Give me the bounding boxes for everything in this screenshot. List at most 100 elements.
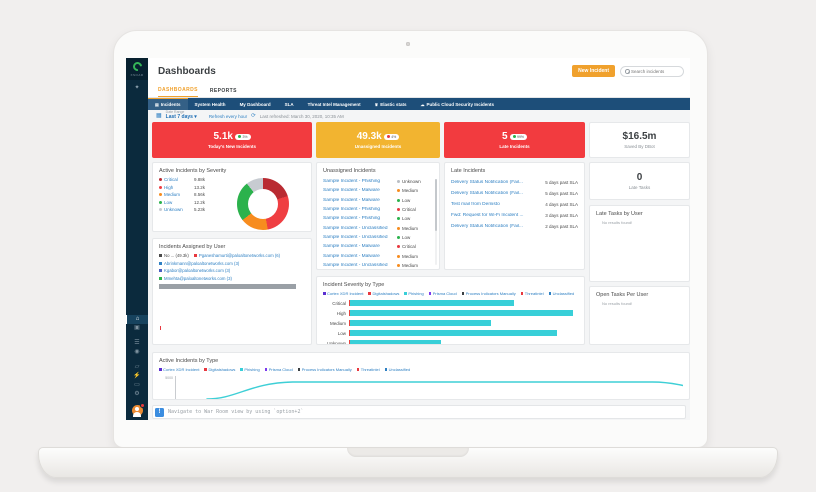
user-avatar[interactable] (131, 403, 145, 417)
type-legend: Cortex XDR Incident Digitalshadows Phish… (159, 367, 683, 372)
nav-sla[interactable]: SLA (284, 101, 294, 107)
legend-item[interactable]: Low 12.2k (159, 200, 223, 205)
hint-text: Navigate to War Room view by using `opti… (168, 409, 304, 415)
legend-item[interactable]: Cortex XDR Incident (159, 367, 199, 372)
alert-icon[interactable]: ! (155, 407, 164, 417)
incident-row[interactable]: Sample Incident - Unclassified Medium (323, 262, 419, 268)
bar-row: Unknown (323, 340, 578, 344)
incident-row[interactable]: Sample Incident - Phishing Unknown (323, 179, 421, 185)
panel-unassigned-incidents: Unassigned Incidents Sample Incident - P… (316, 162, 440, 270)
legend-item[interactable]: Cortex XDR Incident (323, 291, 363, 296)
bar-row: High (323, 310, 578, 316)
trend-badge: 3% (234, 133, 251, 140)
legend-item[interactable]: Unknown 5.23k (159, 207, 223, 212)
panel-late-incidents: Late Incidents Delivery Status Notificat… (444, 162, 585, 270)
card-late-tasks[interactable]: 0 Late Tasks (589, 162, 690, 200)
tab-reports[interactable]: REPORTS (209, 88, 237, 94)
panel-open-tasks-per-user: Open Tasks Per User No results found! (589, 286, 690, 345)
legend-item[interactable]: Kgabor@paloaltonetworks.com (3) (159, 268, 305, 273)
legend-item[interactable]: Process Indicators Manually (461, 291, 516, 296)
indicators-icon[interactable]: ◉ (134, 349, 140, 355)
xsoar-logo[interactable]: XSOAR (126, 58, 148, 80)
legend-item[interactable]: Mmehta@paloaltonetworks.com (3) (159, 276, 305, 281)
stat-card-saved-by-dbot[interactable]: $16.5m Saved By DBot (589, 122, 690, 158)
line-chart: 5000 (159, 376, 683, 399)
stat-card-new-incidents[interactable]: 5.1k 3% Today's New Incidents (152, 122, 312, 158)
incident-row[interactable]: Delivery Status Notification (Fail... 5 … (451, 180, 578, 185)
legend-item[interactable]: Unclassified (548, 291, 574, 296)
settings-icon[interactable]: ⚙ (134, 391, 140, 397)
page-title: Dashboards (158, 65, 216, 77)
top-header: Dashboards New Incident (148, 58, 690, 84)
y-axis-tick: 5000 (165, 376, 173, 380)
incident-row[interactable]: Fwd: Request for Wi-Fi Incident ... 3 da… (451, 213, 578, 218)
legend-item[interactable]: Process Indicators Manually (297, 367, 352, 372)
command-hint-bar[interactable]: ! Navigate to War Room view by using `op… (152, 405, 686, 419)
nav-system-health[interactable]: System Health (194, 101, 226, 107)
legend-item[interactable]: Abrinkmann@paloaltonetworks.com (3) (159, 261, 305, 266)
calendar-icon: ▦ (156, 113, 162, 119)
refresh-interval-link[interactable]: Refresh every hour (208, 113, 248, 119)
legend-item[interactable]: Pganeshamurti@paloaltonetworks.com (6) (193, 253, 280, 258)
bar-row: Medium (323, 320, 578, 326)
legend-item[interactable]: Phishing (404, 291, 424, 296)
date-range-select[interactable]: Date Range Last 7 days ▾ (165, 110, 197, 121)
home-icon[interactable]: ⌂ (126, 315, 148, 324)
legend-item[interactable]: No ... (49.3k) (159, 253, 189, 258)
incident-row[interactable]: Sample Incident - Malware Medium (323, 188, 419, 194)
share-icon: ☁ (420, 101, 425, 107)
incident-row[interactable]: Sample Incident - Phishing Critical (323, 207, 416, 213)
legend-item[interactable]: Unclassified (384, 367, 410, 372)
legend-item[interactable]: Prisma Cloud (264, 367, 293, 372)
legend-item[interactable]: High 13.2k (159, 185, 223, 190)
playbooks-icon[interactable]: ▱ (134, 364, 140, 370)
axis-tick (160, 326, 161, 330)
legend-item[interactable]: Phishing (240, 367, 260, 372)
laptop-base (38, 447, 778, 478)
legend-item[interactable]: Digitalshadows (204, 367, 235, 372)
incident-row[interactable]: Delivery Status Notification (Fail... 2 … (451, 224, 578, 229)
panel-active-incidents-by-type: Active Incidents by Type Cortex XDR Inci… (152, 352, 690, 400)
incident-row[interactable]: Delivery Status Notification (Fail... 5 … (451, 191, 578, 196)
legend-item[interactable]: Digitalshadows (368, 291, 399, 296)
legend-item[interactable]: Threatintel (356, 367, 380, 372)
stat-card-late-incidents[interactable]: 5 99% Late Incidents (444, 122, 585, 158)
search-box[interactable] (620, 65, 684, 77)
new-incident-button[interactable]: New Incident (572, 65, 615, 77)
last-refreshed-text: Last refreshed: March 30, 2020, 10:35 AM (259, 113, 344, 119)
search-input[interactable] (631, 68, 679, 74)
nav-threat-intel[interactable]: Threat Intel Management (307, 101, 361, 107)
pin-icon[interactable]: ✦ (134, 85, 140, 91)
tab-dashboards[interactable]: DASHBOARDS (158, 87, 198, 97)
nav-my-dashboard[interactable]: My Dashboard (239, 101, 271, 107)
legend-item[interactable]: Critical 9.88k (159, 177, 223, 182)
severity-legend: Critical 9.88k High 13.2k (159, 177, 223, 230)
incident-row[interactable]: Sample Incident - Unclassified Low (323, 234, 411, 240)
incident-row[interactable]: Test mail from Demisto 4 days past SLA (451, 202, 578, 207)
legend-item[interactable]: Prisma Cloud (428, 291, 457, 296)
incident-row[interactable]: Sample Incident - Malware Low (323, 197, 411, 203)
severity-bars: Critical High Medium (323, 300, 578, 344)
dashboard-icon[interactable]: ▣ (134, 325, 140, 331)
nav-elastic-stats[interactable]: ♛ Elastic stats (374, 101, 407, 107)
refresh-icon[interactable]: ⟳ (251, 113, 256, 119)
jobs-icon[interactable]: ▭ (134, 382, 140, 388)
trend-badge: 4% (383, 133, 400, 140)
bar-row: Low (323, 330, 578, 336)
scrollbar[interactable] (434, 179, 437, 265)
assigned-bar (159, 283, 297, 289)
nav-public-cloud[interactable]: ☁ Public Cloud Security Incidents (420, 101, 494, 107)
incident-row[interactable]: Sample Incident - Unclassified Medium (323, 225, 419, 231)
incident-row[interactable]: Sample Incident - Malware Medium (323, 253, 419, 259)
incident-row[interactable]: Sample Incident - Phishing Low (323, 216, 411, 222)
legend-item[interactable]: Medium 8.56k (159, 192, 223, 197)
incidents-icon[interactable]: ☰ (134, 340, 140, 346)
automations-icon[interactable]: ⚡ (133, 373, 141, 379)
laptop-notch (347, 448, 469, 457)
stat-card-unassigned[interactable]: 49.3k 4% Unassigned Incidents (316, 122, 440, 158)
legend-item[interactable]: Threatintel (520, 291, 544, 296)
crown-icon: ♛ (374, 101, 379, 107)
nav-incidents[interactable]: ▤ Incidents (148, 98, 188, 110)
incident-row[interactable]: Sample Incident - Malware Critical (323, 244, 416, 250)
